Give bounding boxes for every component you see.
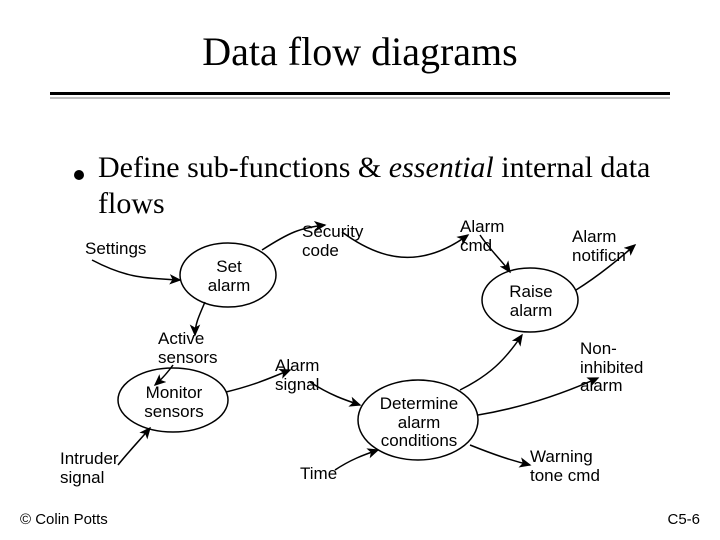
label-settings: Settings xyxy=(85,240,146,259)
label-raise-alarm: Raise alarm xyxy=(505,283,557,320)
bullet-italic: essential xyxy=(389,151,494,184)
title-rule-light xyxy=(50,97,670,99)
label-alarm-notificn: Alarm notificn xyxy=(572,228,626,265)
edge-active-monitor xyxy=(155,365,173,385)
title-rule-dark xyxy=(50,92,670,95)
footer-page: C5-6 xyxy=(667,511,700,528)
label-monitor-sensors: Monitor sensors xyxy=(140,384,208,421)
slide: Data flow diagrams Define sub-functions … xyxy=(0,0,720,540)
bullet-pre: Define sub-functions & xyxy=(98,151,389,184)
label-intruder: Intruder signal xyxy=(60,450,119,487)
edge-intruder-monitor xyxy=(118,428,150,465)
label-warning: Warning tone cmd xyxy=(530,448,600,485)
edge-determine-raise xyxy=(460,335,522,390)
page-title: Data flow diagrams xyxy=(0,28,720,75)
edge-determine-warning xyxy=(470,445,530,465)
label-alarm-signal: Alarm signal xyxy=(275,357,319,394)
bullet-dot xyxy=(74,170,84,180)
bullet-text: Define sub-functions & essential interna… xyxy=(98,150,658,222)
label-security-code: Security code xyxy=(302,223,363,260)
label-set-alarm: Set alarm xyxy=(205,258,253,295)
edge-settings-set xyxy=(92,260,180,280)
label-time: Time xyxy=(300,465,337,484)
label-active-sensors: Active sensors xyxy=(158,330,218,367)
edge-time-determine xyxy=(335,450,378,470)
label-noninhibited: Non- inhibited alarm xyxy=(580,340,643,396)
label-alarm-cmd: Alarm cmd xyxy=(460,218,504,255)
footer-copyright: © Colin Potts xyxy=(20,511,108,528)
label-determine: Determine alarm conditions xyxy=(378,395,460,451)
